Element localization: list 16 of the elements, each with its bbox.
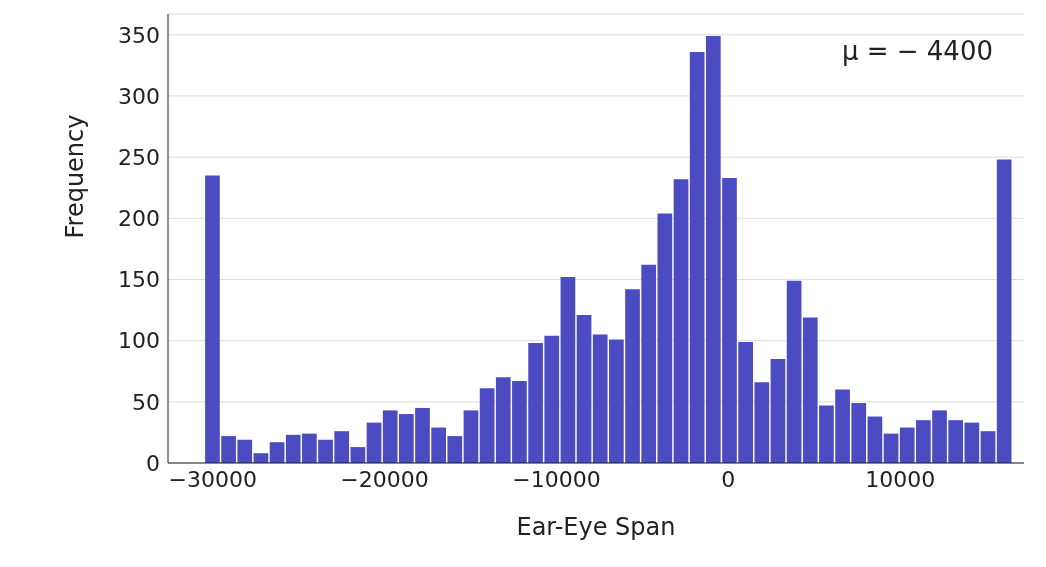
y-tick-label: 0 <box>146 450 160 476</box>
y-tick-label: 350 <box>118 22 160 48</box>
y-tick-label: 50 <box>132 389 160 415</box>
x-axis-title: Ear-Eye Span <box>516 513 676 541</box>
x-tick-label: −30000 <box>168 466 257 492</box>
y-tick-label: 200 <box>118 206 160 232</box>
y-axis-title: Frequency <box>60 114 89 239</box>
x-tick-label: −10000 <box>512 466 601 492</box>
y-tick-label: 150 <box>118 267 160 293</box>
y-tick-label: 100 <box>118 328 160 354</box>
x-tick-label: −20000 <box>340 466 429 492</box>
annotation: μ = − 4400 <box>841 36 993 66</box>
x-tick-label: 10000 <box>865 466 936 492</box>
y-tick-label: 250 <box>118 144 160 170</box>
y-tick-label: 300 <box>118 83 160 109</box>
x-tick-label: 0 <box>721 466 736 492</box>
